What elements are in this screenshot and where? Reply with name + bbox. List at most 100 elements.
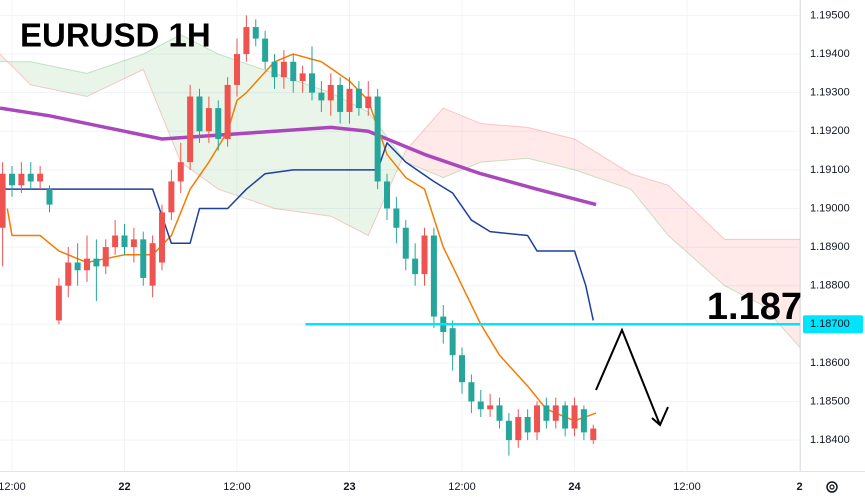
cloud-fill <box>0 54 31 85</box>
candle-body <box>55 285 62 321</box>
candle-body <box>430 235 437 317</box>
indicator-line <box>0 106 597 207</box>
candle-body <box>355 88 362 109</box>
cloud-fill <box>527 127 575 170</box>
candle-body <box>205 108 212 132</box>
candle-body <box>487 405 494 410</box>
candle-body <box>243 27 250 55</box>
chart-title: EURUSD 1H <box>20 17 211 54</box>
x-tick-label: 12:00 <box>448 481 476 493</box>
candle-body <box>74 262 81 271</box>
candle-body <box>459 355 466 383</box>
cloud-fill <box>274 73 331 217</box>
y-tick-label: 1.19200 <box>810 125 850 137</box>
y-tick-label: 1.19000 <box>810 202 850 214</box>
candle-body <box>215 108 222 139</box>
candle-body <box>496 405 503 421</box>
candle-body <box>262 38 269 62</box>
candle-body <box>337 84 344 112</box>
candle-body <box>46 189 53 205</box>
candle-body <box>112 235 119 248</box>
candle-body <box>543 405 550 421</box>
y-tick-label: 1.18600 <box>810 357 850 369</box>
candle-body <box>318 92 325 101</box>
x-tick-label: 24 <box>568 481 581 493</box>
candle-body <box>468 382 475 402</box>
cloud-fill <box>143 34 181 163</box>
settings-icon[interactable] <box>826 481 838 493</box>
candle-body <box>505 420 512 441</box>
candle-body <box>234 54 241 85</box>
candle-body <box>37 173 44 182</box>
level-annotation: 1.187 <box>707 286 802 328</box>
candle-body <box>84 258 91 271</box>
x-tick-label: 2 <box>796 481 802 493</box>
cloud-fill <box>87 54 144 97</box>
candle-body <box>224 84 231 139</box>
candle-body <box>18 173 25 186</box>
cloud-fill <box>724 239 763 305</box>
candle-body <box>477 401 484 410</box>
candle-body <box>280 61 287 78</box>
candle-body <box>374 96 381 182</box>
cloud-fill <box>668 185 725 286</box>
x-tick-label: 12:00 <box>0 481 26 493</box>
candle-body <box>177 162 184 182</box>
candle-body <box>524 416 531 433</box>
cloud-fill <box>574 138 631 190</box>
y-tick-label: 1.18900 <box>810 241 850 253</box>
cloud-fill <box>630 173 669 236</box>
arrow-head <box>651 406 669 427</box>
candle-body <box>393 208 400 228</box>
candle-body <box>140 239 147 278</box>
candle-body <box>346 88 353 112</box>
candle-body <box>252 27 259 39</box>
candle-body <box>93 258 100 267</box>
cloud-fill <box>480 123 528 163</box>
candle-body <box>27 173 34 182</box>
candle-body <box>365 96 372 109</box>
candle-body <box>571 405 578 429</box>
cloud-span <box>0 53 800 240</box>
candle-body <box>590 428 597 441</box>
candle-body <box>299 73 306 82</box>
x-tick-label: 23 <box>343 481 355 493</box>
x-tick-label: 12:00 <box>673 481 701 493</box>
candle-body <box>196 96 203 132</box>
candle-body <box>130 239 137 248</box>
candle-body <box>515 416 522 441</box>
candle-body <box>290 61 297 82</box>
candle-body <box>327 84 334 101</box>
price-label-bg <box>803 315 863 334</box>
candle-body <box>421 235 428 275</box>
candle-body <box>121 235 128 248</box>
x-tick-label: 12:00 <box>223 481 251 493</box>
y-tick-label: 1.18800 <box>810 280 850 292</box>
cloud-fill <box>218 54 275 209</box>
indicator-line <box>2 142 595 321</box>
candle-body <box>0 173 6 228</box>
candle-body <box>402 227 409 259</box>
candle-body <box>159 212 166 263</box>
candle-body <box>534 405 541 433</box>
cloud-fill <box>30 61 88 97</box>
candle-body <box>187 96 194 163</box>
candle-body <box>552 405 559 421</box>
candle-body <box>149 243 156 286</box>
y-tick-label: 1.19300 <box>810 87 850 99</box>
candle-body <box>65 262 72 286</box>
y-tick-label: 1.19100 <box>810 164 850 176</box>
gear-center[interactable] <box>829 484 835 490</box>
y-tick-label: 1.19500 <box>810 9 850 21</box>
candle-body <box>580 409 587 433</box>
y-tick-label: 1.18500 <box>810 395 850 407</box>
candle-body <box>562 405 569 429</box>
candle-body <box>309 73 316 93</box>
gear[interactable] <box>826 481 838 493</box>
candle-body <box>271 61 278 78</box>
y-tick-label: 1.19400 <box>810 48 850 60</box>
cloud-fill <box>405 108 444 178</box>
cloud-fill <box>443 108 481 178</box>
candle-body <box>9 173 16 186</box>
